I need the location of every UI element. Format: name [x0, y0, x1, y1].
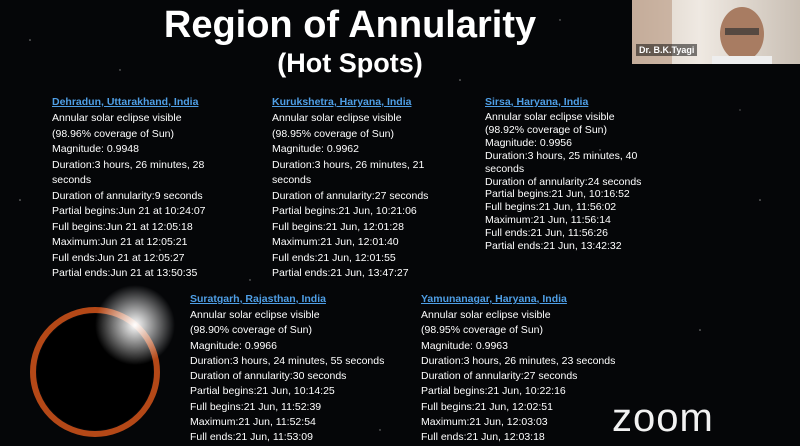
detail-line: Duration:3 hours, 26 minutes, 23 seconds — [421, 354, 616, 367]
detail-line: Full begins:21 Jun, 12:01:28 — [272, 220, 404, 233]
detail-line: Magnitude: 0.9963 — [421, 339, 508, 352]
location-name: Yamunanagar, Haryana, India — [421, 293, 567, 305]
detail-line: Annular solar eclipse visible — [485, 111, 615, 123]
detail-line: Annular solar eclipse visible — [190, 309, 320, 321]
eclipse-glow — [95, 285, 175, 365]
detail-line: Duration of annularity:9 seconds — [52, 189, 203, 202]
detail-line: Maximum:21 Jun, 12:03:03 — [421, 416, 548, 429]
detail-line: Maximum:Jun 21 at 12:05:21 — [52, 236, 188, 248]
slide-title: Region of Annularity — [163, 4, 537, 46]
detail-line: Duration:3 hours, 26 minutes, 28 — [52, 158, 205, 171]
participant-name: Dr. B.K.Tyagi — [636, 44, 698, 56]
video-tile[interactable]: Dr. B.K.Tyagi — [632, 0, 800, 64]
location-name: Dehradun, Uttarakhand, India — [52, 96, 199, 108]
detail-line: (98.96% coverage of Sun) — [52, 127, 174, 140]
detail-line: Magnitude: 0.9962 — [272, 143, 359, 155]
detail-line: Full begins:Jun 21 at 12:05:18 — [52, 220, 193, 233]
location-name: Kurukshetra, Haryana, India — [272, 96, 412, 108]
location-block: Suratgarh, Rajasthan, India Annular solar… — [190, 293, 384, 446]
detail-line: Partial begins:21 Jun, 10:21:06 — [272, 205, 417, 217]
detail-line: Partial ends:21 Jun, 13:47:27 — [272, 267, 409, 279]
detail-line: Annular solar eclipse visible — [421, 309, 551, 321]
detail-line: Partial begins:21 Jun, 10:14:25 — [190, 385, 335, 398]
detail-line: Duration:3 hours, 24 minutes, 55 seconds — [190, 354, 385, 367]
detail-line: Maximum:21 Jun, 12:01:40 — [272, 236, 399, 248]
zoom-watermark: zoom — [612, 396, 714, 440]
detail-line: (98.92% coverage of Sun) — [485, 123, 607, 136]
eclipse-ring — [30, 307, 160, 437]
detail-line: Full ends:Jun 21 at 12:05:27 — [52, 251, 185, 264]
location-block: Kurukshetra, Haryana, India Annular solar… — [272, 96, 428, 282]
detail-line: Duration:3 hours, 26 minutes, 21 — [272, 158, 425, 171]
detail-line: Partial begins:21 Jun, 10:22:16 — [421, 385, 566, 398]
detail-line: Full ends:21 Jun, 11:53:09 — [190, 431, 313, 444]
detail-line: Magnitude: 0.9966 — [190, 339, 277, 352]
detail-line: (98.95% coverage of Sun) — [272, 127, 394, 140]
detail-line: Duration of annularity:30 seconds — [190, 370, 347, 383]
detail-line: Duration of annularity:24 seconds — [485, 175, 642, 188]
detail-line: (98.95% coverage of Sun) — [421, 324, 543, 337]
detail-line: Duration:3 hours, 25 minutes, 40 — [485, 149, 638, 162]
detail-line: (98.90% coverage of Sun) — [190, 324, 312, 337]
location-block: Dehradun, Uttarakhand, India Annular sola… — [52, 96, 206, 282]
detail-line: Duration of annularity:27 seconds — [421, 370, 578, 383]
detail-line: seconds — [52, 174, 92, 186]
detail-line: seconds — [272, 174, 312, 186]
location-block: Yamunanagar, Haryana, India Annular solar… — [421, 293, 615, 446]
stars — [19, 19, 761, 431]
detail-line: Annular solar eclipse visible — [52, 112, 182, 124]
detail-line: Maximum:21 Jun, 11:56:14 — [485, 214, 611, 227]
detail-line: Partial begins:Jun 21 at 10:24:07 — [52, 205, 206, 217]
detail-line: Maximum:21 Jun, 11:52:54 — [190, 416, 316, 429]
detail-line: Annular solar eclipse visible — [272, 112, 402, 124]
detail-line: Partial begins:21 Jun, 10:16:52 — [485, 188, 630, 201]
detail-line: Full ends:21 Jun, 11:56:26 — [485, 227, 608, 240]
detail-line: Full begins:21 Jun, 11:52:39 — [190, 400, 322, 413]
detail-line: Full ends:21 Jun, 12:01:55 — [272, 251, 396, 264]
detail-line: Partial ends:Jun 21 at 13:50:35 — [52, 267, 198, 279]
detail-line: Full ends:21 Jun, 12:03:18 — [421, 431, 545, 444]
detail-line: Full begins:21 Jun, 11:56:02 — [485, 201, 617, 214]
slide-subtitle: (Hot Spots) — [277, 48, 423, 78]
location-block: Sirsa, Haryana, India Annular solar eclip… — [485, 96, 641, 253]
detail-line: Duration of annularity:27 seconds — [272, 189, 429, 202]
detail-line: Magnitude: 0.9948 — [52, 143, 139, 155]
detail-line: Magnitude: 0.9956 — [485, 136, 572, 149]
location-name: Sirsa, Haryana, India — [485, 96, 589, 108]
location-name: Suratgarh, Rajasthan, India — [190, 293, 326, 305]
detail-line: seconds — [485, 162, 525, 175]
detail-line: Full begins:21 Jun, 12:02:51 — [421, 400, 553, 413]
detail-line: Partial ends:21 Jun, 13:42:32 — [485, 240, 622, 253]
